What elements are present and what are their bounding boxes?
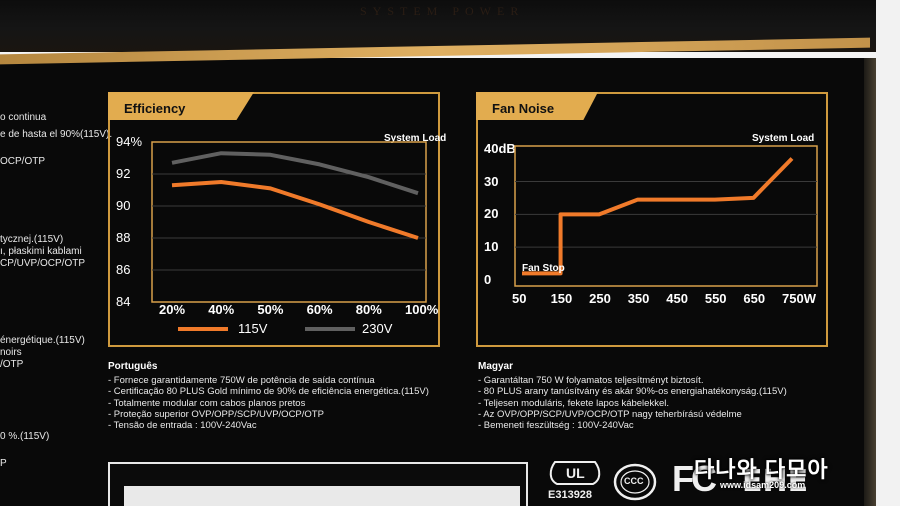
legend-115v-label: 115V [238, 321, 268, 336]
magyar-item: - Teljesen moduláris, fekete lapos kábel… [478, 397, 669, 409]
fan-noise-x-tick: 450 [666, 291, 688, 306]
fan-stop-annotation: Fan Stop [522, 263, 565, 274]
efficiency-gridlines [152, 173, 426, 271]
eac-mark: EHE [742, 464, 809, 499]
efficiency-x-tick: 40% [208, 302, 235, 317]
barcode-label [124, 486, 520, 506]
portugues-item: - Proteção superior OVP/OPP/SCP/UVP/OCP/… [108, 408, 324, 420]
portugues-item: - Fornece garantidamente 750W de potênci… [108, 375, 375, 386]
fan-noise-plot-frame [514, 145, 818, 287]
efficiency-y-tick: 84 [116, 294, 131, 309]
magyar-item: - Az OVP/OPP/SCP/UVP/OCP/OTP nagy teherb… [478, 408, 742, 420]
efficiency-x-tick: 50% [257, 302, 284, 317]
fan-noise-line [522, 157, 794, 276]
efficiency-x-tick: 60% [306, 302, 333, 317]
fan-noise-x-tick: 150 [550, 291, 573, 306]
portugues-item: - Tensão de entrada : 100V-240Vac [108, 420, 257, 432]
fan-noise-chart [514, 145, 818, 287]
background-wall [876, 0, 900, 506]
ul-code: E313928 [548, 489, 593, 501]
fan-noise-x-tick: 50 [512, 291, 527, 306]
efficiency-y-tick: 90 [116, 198, 131, 213]
portugues-item: - Certificação 80 PLUS Gold mínimo de 90… [108, 386, 429, 398]
left-text-line: CP/UVP/OCP/OTP [0, 258, 86, 269]
efficiency-x-tick: 100% [405, 302, 439, 317]
efficiency-title: Efficiency [124, 101, 186, 116]
fan-noise-series [522, 157, 794, 276]
magyar-title: Magyar [478, 361, 514, 372]
fan-noise-x-tick: 550 [704, 291, 727, 306]
magyar-item: - 80 PLUS arany tanúsítvány és akár 90%-… [478, 386, 787, 398]
fan-noise-x-tick: 250 [589, 291, 611, 306]
magyar-item: - Garantáltan 750 W folyamatos teljesítm… [478, 375, 704, 386]
fan-noise-x-tick: 650 [743, 291, 766, 306]
efficiency-plot-frame [151, 141, 427, 303]
efficiency-panel: Efficiency [108, 92, 440, 347]
ul-mark-icon [549, 461, 601, 485]
box-front-face [0, 58, 870, 506]
efficiency-y-tick: 94% [116, 134, 143, 149]
legend-230v-label: 230V [362, 321, 393, 336]
left-text-line: tycznej.(115V) [0, 234, 64, 245]
magyar-item: - Bemeneti feszültség : 100V-240Vac [478, 420, 634, 432]
left-text-line: noirs [0, 347, 22, 358]
fan-noise-title: Fan Noise [492, 101, 555, 116]
left-text-line: 0 %.(115V) [0, 431, 50, 442]
fan-noise-y-tick: 30 [484, 173, 499, 189]
watermark: 다나와 다모아 [694, 457, 829, 482]
fan-noise-panel: Fan Noise [476, 92, 828, 347]
watermark-url: www.idsam209.com [720, 480, 806, 490]
fan-noise-y-tick: 0 [484, 272, 492, 287]
fc-mark: FC [672, 458, 717, 499]
efficiency-y-tick: 86 [116, 262, 131, 277]
portugues-item: - Totalmente modular com cabos planos pr… [108, 397, 306, 409]
fan-noise-x-tick: 350 [627, 291, 650, 306]
left-text-line: ı, płaskimi kablami [0, 246, 82, 257]
efficiency-y-tick: 88 [116, 230, 131, 245]
left-text-line: OCP/OTP [0, 156, 46, 167]
fan-noise-y-tick: 40dB [484, 140, 516, 156]
legend-115v-swatch [178, 327, 228, 331]
fan-noise-load-label: System Load [752, 133, 815, 144]
efficiency-x-tick: 80% [355, 302, 382, 317]
fan-noise-y-tick: 20 [484, 206, 499, 222]
left-text-line: énergétique.(115V) [0, 335, 85, 346]
left-text-line: /OTP [0, 359, 24, 370]
barcode-label-frame [108, 462, 528, 506]
efficiency-line-115v [171, 180, 419, 240]
efficiency-title-tab [108, 92, 254, 120]
left-text-line: e de hasta el 90%(115V). [0, 129, 113, 140]
efficiency-x-tick: 20% [159, 302, 186, 317]
ccc-mark-text: CCC [624, 476, 644, 486]
fan-noise-x-tick: 750W [782, 291, 816, 306]
efficiency-load-label: System Load [384, 133, 447, 144]
efficiency-y-tick: 92 [116, 166, 131, 181]
fan-noise-y-tick: 10 [484, 239, 499, 255]
efficiency-chart [151, 141, 427, 303]
faint-top-text: SYSTEM POWER [360, 4, 525, 18]
ul-mark-text: UL [566, 465, 585, 481]
left-text-line: o continua [0, 112, 47, 123]
efficiency-line-230v [171, 151, 419, 196]
efficiency-series [171, 151, 419, 240]
ccc-mark-icon [613, 463, 657, 501]
portugues-title: Português [108, 361, 158, 372]
legend-230v-swatch [305, 327, 355, 331]
fan-noise-title-tab [476, 92, 598, 120]
left-text-line: P [0, 458, 7, 469]
